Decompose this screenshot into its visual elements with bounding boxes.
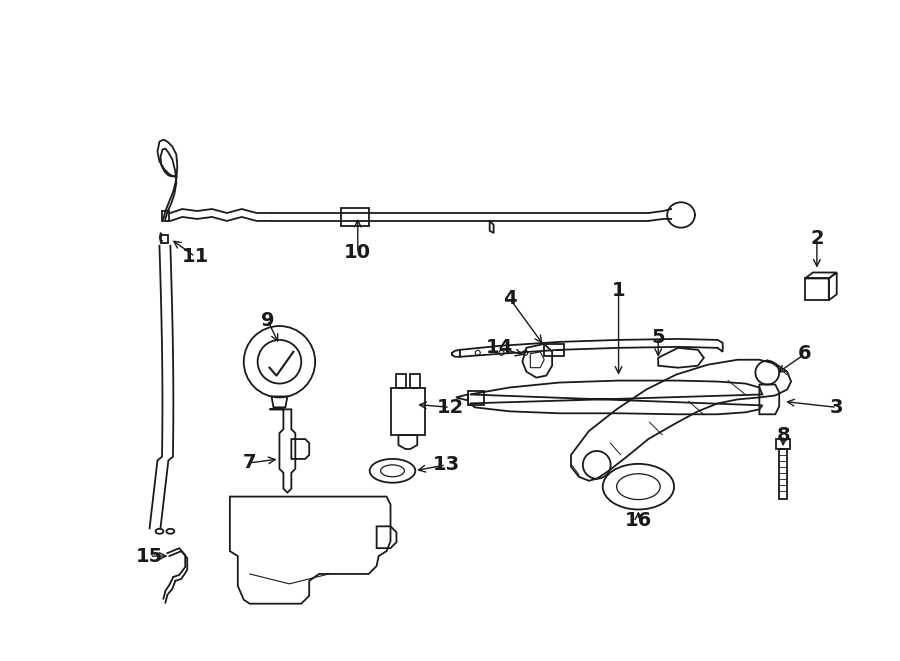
Bar [805,278,829,300]
Bar [779,449,788,498]
Text: 14: 14 [486,338,513,358]
Text: 3: 3 [830,398,843,417]
Text: 9: 9 [261,311,274,330]
Text: 2: 2 [810,229,824,249]
Bar [341,208,369,226]
Text: 8: 8 [777,426,790,445]
Bar [776,439,790,449]
Text: 4: 4 [503,289,517,308]
Text: 15: 15 [136,547,163,566]
Text: 11: 11 [182,247,209,266]
Text: 5: 5 [652,329,665,348]
Bar [544,344,564,356]
Bar [468,391,483,405]
Bar [391,387,425,435]
Text: 13: 13 [433,455,460,475]
Text: 1: 1 [612,281,625,300]
Text: 16: 16 [625,511,652,530]
Text: 12: 12 [436,398,464,417]
Text: 6: 6 [798,344,812,364]
Text: 10: 10 [345,243,372,262]
Bar [397,373,407,387]
Text: 7: 7 [243,453,256,473]
Bar [410,373,420,387]
